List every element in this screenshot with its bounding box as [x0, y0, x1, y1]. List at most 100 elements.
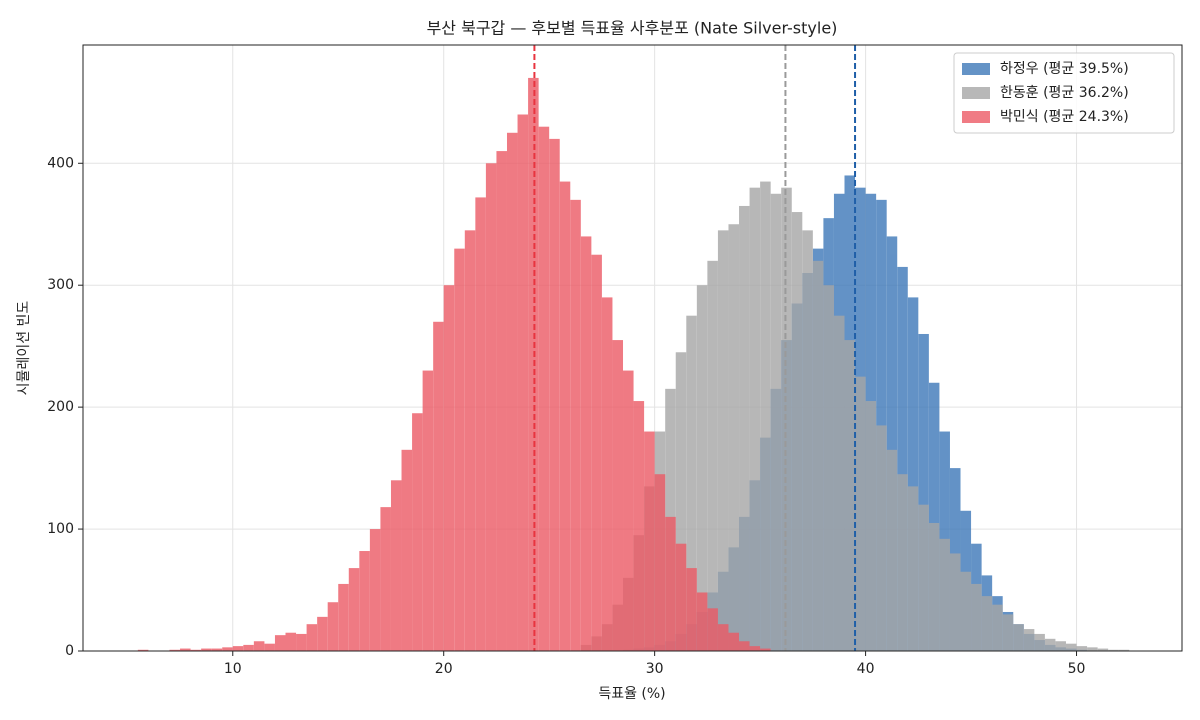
histogram-bar [802, 230, 813, 652]
histogram-bar [739, 641, 750, 651]
histogram-bar [833, 315, 845, 651]
x-tick-label: 30 [646, 661, 664, 677]
histogram-bar [696, 285, 708, 651]
histogram-series [580, 181, 1130, 652]
histogram-bar [264, 643, 275, 651]
histogram-bar [1034, 633, 1045, 651]
histogram-bar [475, 197, 486, 651]
histogram-bar [675, 543, 687, 651]
histogram-bar [412, 413, 423, 651]
legend-swatch [962, 63, 990, 75]
histogram-bar [971, 583, 982, 651]
histogram-bar [749, 187, 761, 651]
histogram-bar [823, 285, 834, 651]
plot-frame [82, 44, 1183, 652]
histogram-bar [633, 401, 645, 651]
y-tick-label: 0 [65, 643, 74, 659]
histogram-bar [876, 425, 887, 651]
histogram-bar [939, 538, 950, 651]
histogram-bar [675, 352, 687, 651]
histogram-bar [960, 571, 972, 651]
legend-swatch [962, 87, 990, 99]
histogram-bar [1118, 649, 1130, 651]
x-tick-label: 50 [1068, 661, 1086, 677]
histogram-bar [1002, 614, 1014, 651]
histogram-bar [422, 370, 434, 651]
histogram-bar [464, 230, 476, 652]
histogram-bar [243, 644, 254, 651]
histogram-bar [717, 230, 729, 652]
histogram-bar [517, 114, 529, 652]
y-tick-label: 200 [47, 399, 74, 415]
histogram-bar [485, 163, 497, 652]
histogram-bar [696, 592, 708, 651]
histogram-bar [1108, 649, 1119, 651]
histogram-bar [855, 376, 866, 651]
histogram-bar [538, 126, 550, 652]
histogram-bar [686, 568, 697, 651]
histogram-bar [253, 641, 265, 651]
chart-title: 부산 북구갑 — 후보별 득표율 사후분포 (Nate Silver-style… [427, 19, 838, 38]
histogram-bar [306, 624, 318, 651]
histogram-bar [580, 236, 592, 651]
histogram-bar [707, 260, 718, 651]
histogram-bar [728, 632, 740, 651]
histogram-bar [897, 266, 908, 651]
histogram-bar [707, 608, 718, 651]
histogram-bar [760, 648, 771, 651]
x-axis-label: 득표율 (%) [598, 686, 665, 702]
histogram-bar [686, 315, 697, 651]
histogram-bar [865, 401, 877, 651]
legend-box [953, 52, 1175, 134]
histogram-bar [612, 340, 624, 651]
histogram-bar [559, 181, 571, 651]
histogram-bar [928, 382, 940, 651]
histogram-bar [137, 649, 149, 651]
histogram-bar [348, 568, 360, 651]
histogram-bar [928, 522, 940, 651]
legend-label: 한동훈 (평균 36.2%) [1000, 85, 1129, 101]
histogram-bar [1055, 641, 1066, 651]
y-axis-label: 시뮬레이션 빈도 [16, 301, 32, 396]
x-tick-label: 10 [224, 661, 242, 677]
histogram-bar [222, 647, 233, 651]
histogram-bar [770, 193, 782, 652]
histogram-bar [570, 199, 581, 651]
histogram-bar [359, 551, 370, 651]
histogram-bar [380, 507, 391, 651]
histogram-bar [1076, 646, 1088, 651]
histogram-bar [918, 333, 929, 651]
histogram-bar [1065, 643, 1077, 651]
histogram-bar [1023, 629, 1035, 651]
histogram-bar [190, 649, 202, 651]
histogram-bar [390, 480, 402, 651]
legend-swatch [962, 111, 990, 123]
histogram-bar [169, 649, 181, 651]
x-tick-label: 20 [435, 661, 453, 677]
histogram-bar [201, 648, 212, 651]
histogram-bar [338, 583, 349, 651]
histogram-bar [454, 248, 465, 652]
y-tick-label: 300 [47, 277, 74, 293]
histogram-bar [907, 486, 919, 651]
histogram-bar [949, 553, 961, 651]
histogram-bar [886, 236, 898, 651]
histogram-bar [211, 648, 223, 651]
y-tick-label: 400 [47, 155, 74, 171]
histogram-bar [232, 646, 244, 651]
x-tick-label: 40 [857, 661, 875, 677]
legend-label: 박민식 (평균 24.3%) [1000, 109, 1129, 125]
histogram-bar [981, 596, 993, 651]
histogram-bar [739, 205, 750, 651]
histogram-bar [760, 181, 771, 651]
histogram-series [137, 77, 771, 652]
histogram-bar [591, 254, 602, 651]
histogram-bar [749, 646, 761, 651]
histogram-bar [274, 635, 286, 651]
histogram-bar [317, 616, 328, 651]
histogram-bar [369, 529, 381, 651]
histogram-bar [296, 633, 307, 651]
histogram-bar [1097, 648, 1109, 651]
histogram-bar [1044, 638, 1056, 651]
